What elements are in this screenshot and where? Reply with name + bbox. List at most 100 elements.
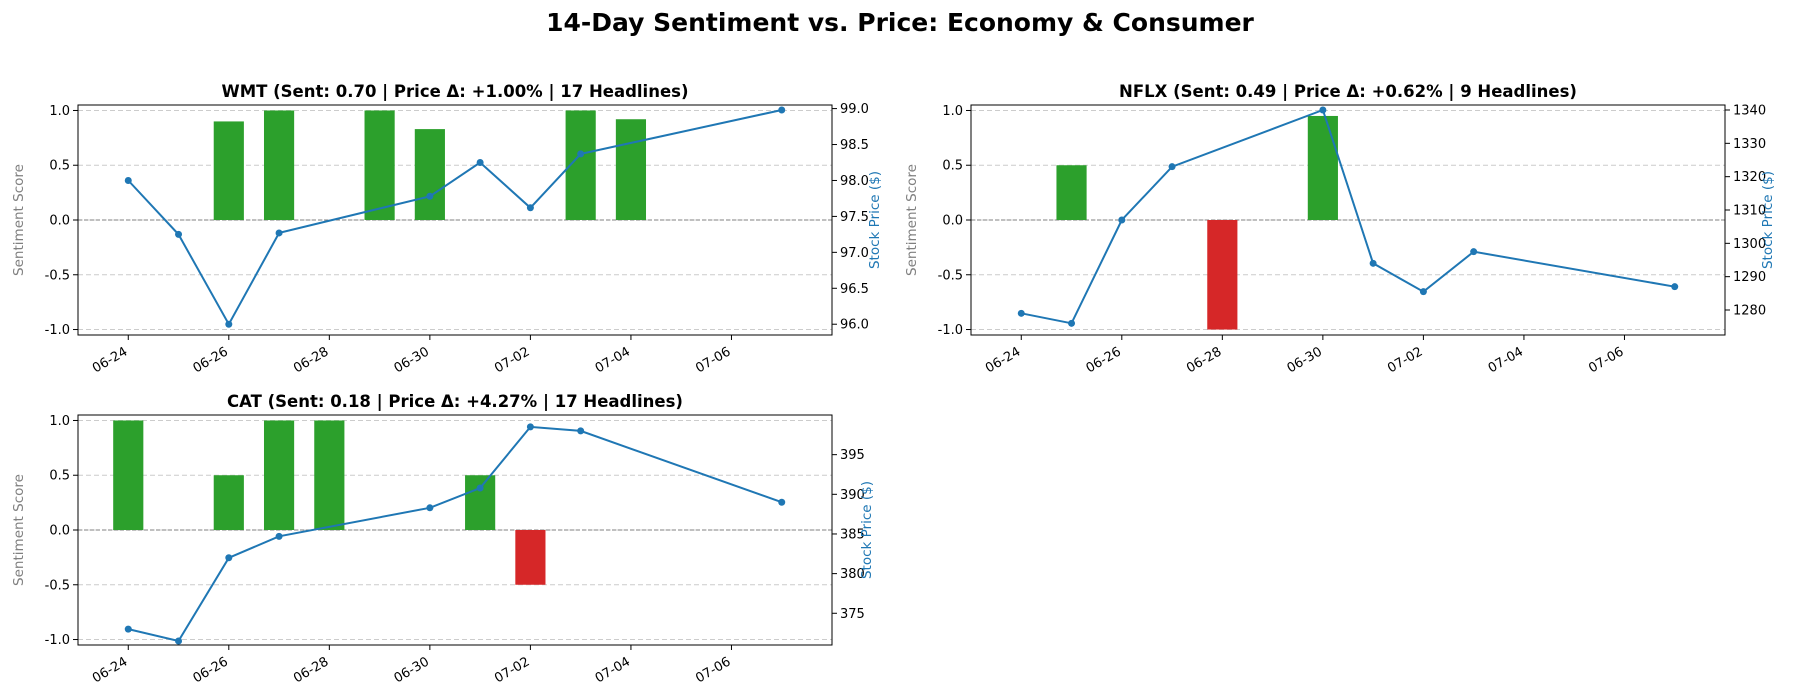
cat-xtick-label: 06-28 xyxy=(291,654,331,686)
wmt-title: WMT (Sent: 0.70 | Price Δ: +1.00% | 17 H… xyxy=(222,82,689,102)
nflx-xtick-label: 06-24 xyxy=(983,344,1023,376)
cat-ytick-label: -0.5 xyxy=(45,578,70,593)
nflx-xtick-label: 07-04 xyxy=(1486,344,1526,376)
nflx-y2tick-label: 1300 xyxy=(1733,237,1766,252)
wmt-panel: WMT (Sent: 0.70 | Price Δ: +1.00% | 17 H… xyxy=(11,82,883,376)
cat-y2tick-label: 395 xyxy=(840,448,865,463)
wmt-price-point xyxy=(476,159,484,166)
nflx-price-point xyxy=(1369,259,1377,267)
wmt-xtick-label: 07-04 xyxy=(593,344,633,376)
wmt-xtick-label: 07-06 xyxy=(693,344,733,376)
cat-ytick-label: 0.0 xyxy=(49,524,70,539)
nflx-y2tick-label: 1290 xyxy=(1733,270,1766,285)
cat-price-point xyxy=(175,637,183,645)
nflx-title: NFLX (Sent: 0.49 | Price Δ: +0.62% | 9 H… xyxy=(1119,82,1577,102)
nflx-ylabel: Sentiment Score xyxy=(904,164,920,276)
wmt-xtick-label: 06-28 xyxy=(291,344,331,376)
cat-title: CAT (Sent: 0.18 | Price Δ: +4.27% | 17 H… xyxy=(227,392,683,412)
cat-price-point xyxy=(476,484,484,492)
nflx-ytick-label: 0.5 xyxy=(942,159,963,174)
nflx-price-line xyxy=(1021,108,1675,325)
wmt-xtick-label: 06-24 xyxy=(90,344,130,376)
wmt-y2tick-label: 98.5 xyxy=(840,138,869,153)
cat-y2tick-label: 390 xyxy=(840,488,865,503)
nflx-price-point xyxy=(1068,319,1076,327)
cat-xtick-label: 06-24 xyxy=(90,654,130,686)
wmt-price-point xyxy=(124,176,132,184)
nflx-ytick-label: -0.5 xyxy=(938,268,963,283)
wmt-sentiment-bar xyxy=(364,110,395,220)
cat-sentiment-bar xyxy=(113,420,144,530)
wmt-price-point xyxy=(275,229,283,237)
nflx-sentiment-bar xyxy=(1207,220,1238,330)
cat-y2tick-label: 380 xyxy=(840,567,865,582)
wmt-ytick-label: 1.0 xyxy=(49,104,70,119)
nflx-sentiment-bar xyxy=(1307,115,1338,220)
nflx-y2tick-label: 1330 xyxy=(1733,137,1766,152)
nflx-xtick-label: 06-26 xyxy=(1084,344,1124,376)
wmt-y2tick-label: 96.0 xyxy=(840,318,869,333)
nflx-y2tick-label: 1310 xyxy=(1733,204,1766,219)
wmt-y2tick-label: 98.0 xyxy=(840,174,869,189)
nflx-y2tick-label: 1280 xyxy=(1733,304,1766,319)
nflx-ytick-label: 0.0 xyxy=(942,214,963,229)
nflx-price-point xyxy=(1419,288,1427,296)
nflx-y2label: Stock Price ($) xyxy=(1760,171,1776,269)
cat-y2label: Stock Price ($) xyxy=(859,481,875,579)
wmt-y2tick-label: 96.5 xyxy=(840,282,869,297)
wmt-sentiment-bar xyxy=(414,129,445,220)
cat-price-point xyxy=(225,554,233,562)
cat-panel: CAT (Sent: 0.18 | Price Δ: +4.27% | 17 H… xyxy=(11,392,875,686)
wmt-sentiment-bar xyxy=(213,121,244,220)
nflx-price-point xyxy=(1671,283,1679,291)
wmt-ytick-label: 0.0 xyxy=(49,214,70,229)
wmt-xtick-label: 06-26 xyxy=(191,344,231,376)
wmt-price-point xyxy=(526,204,534,212)
wmt-y2label: Stock Price ($) xyxy=(867,171,883,269)
cat-ytick-label: -1.0 xyxy=(45,633,70,648)
wmt-sentiment-bar xyxy=(263,110,295,220)
wmt-xtick-label: 06-30 xyxy=(392,344,432,376)
wmt-price-point xyxy=(426,192,434,200)
cat-sentiment-bar xyxy=(314,420,345,530)
wmt-sentiment-bar xyxy=(615,119,647,220)
nflx-y2tick-label: 1320 xyxy=(1733,170,1766,185)
wmt-price-point xyxy=(225,320,233,328)
nflx-xtick-label: 06-28 xyxy=(1184,344,1224,376)
cat-y2tick-label: 375 xyxy=(840,607,865,622)
wmt-price-point xyxy=(175,230,183,238)
cat-y2tick-label: 385 xyxy=(840,527,865,542)
nflx-ytick-label: -1.0 xyxy=(938,323,963,338)
cat-price-point xyxy=(526,423,534,431)
cat-sentiment-bar xyxy=(263,420,295,530)
wmt-ylabel: Sentiment Score xyxy=(11,164,27,276)
nflx-price-point xyxy=(1319,106,1327,114)
cat-sentiment-bar xyxy=(465,475,496,530)
nflx-xtick-label: 07-06 xyxy=(1586,344,1626,376)
cat-price-point xyxy=(778,498,786,506)
wmt-price-point xyxy=(577,150,585,158)
wmt-ytick-label: -0.5 xyxy=(45,268,70,283)
cat-xtick-label: 06-30 xyxy=(392,654,432,686)
wmt-price-point xyxy=(778,106,786,114)
cat-xtick-label: 07-02 xyxy=(492,654,532,686)
wmt-xtick-label: 07-02 xyxy=(492,344,532,376)
nflx-price-point xyxy=(1017,309,1025,317)
cat-sentiment-bar xyxy=(515,530,546,585)
nflx-panel: NFLX (Sent: 0.49 | Price Δ: +0.62% | 9 H… xyxy=(904,82,1776,376)
nflx-ytick-label: 1.0 xyxy=(942,104,963,119)
cat-price-point xyxy=(426,504,434,512)
wmt-ytick-label: 0.5 xyxy=(49,159,70,174)
cat-price-line xyxy=(128,425,783,643)
wmt-y2tick-label: 97.5 xyxy=(840,210,869,225)
nflx-price-point xyxy=(1168,163,1176,171)
nflx-sentiment-bar xyxy=(1056,165,1087,220)
cat-ytick-label: 1.0 xyxy=(49,414,70,429)
cat-ylabel: Sentiment Score xyxy=(11,474,27,586)
nflx-xtick-label: 06-30 xyxy=(1285,344,1325,376)
nflx-y2tick-label: 1340 xyxy=(1733,104,1766,119)
cat-price-point xyxy=(124,625,132,633)
cat-xtick-label: 07-06 xyxy=(693,654,733,686)
cat-price-point xyxy=(577,427,585,435)
